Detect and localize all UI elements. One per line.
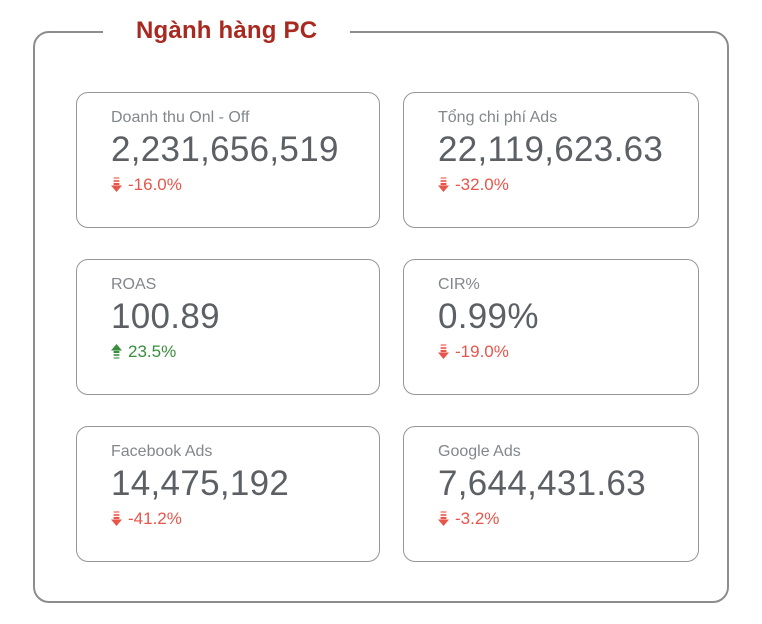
arrow-down-icon: [111, 511, 122, 527]
arrow-down-icon: [438, 177, 449, 193]
metric-value: 2,231,656,519: [111, 130, 339, 170]
scorecard-facebook-ads[interactable]: Facebook Ads 14,475,192 -41.2%: [76, 426, 380, 562]
scorecard-roas[interactable]: ROAS 100.89 23.5%: [76, 259, 380, 395]
metric-value: 22,119,623.63: [438, 130, 664, 170]
arrow-up-icon: [111, 344, 122, 360]
metric-label: Tổng chi phí Ads: [438, 109, 558, 126]
metric-delta: -41.2%: [111, 509, 365, 529]
metric-delta: -16.0%: [111, 175, 365, 195]
metric-label: ROAS: [111, 276, 157, 293]
delta-value: -3.2%: [455, 508, 500, 528]
scorecard-google-ads[interactable]: Google Ads 7,644,431.63 -3.2%: [403, 426, 699, 562]
category-panel-pc: Ngành hàng PC Doanh thu Onl - Off 2,231,…: [33, 17, 729, 603]
metric-label: Doanh thu Onl - Off: [111, 109, 250, 126]
metric-delta: -19.0%: [438, 342, 684, 362]
metric-delta: -32.0%: [438, 175, 684, 195]
arrow-down-icon: [438, 511, 449, 527]
metric-delta: -3.2%: [438, 509, 684, 529]
scorecard-grid: Doanh thu Onl - Off 2,231,656,519 -16.0%…: [76, 92, 699, 562]
delta-value: -41.2%: [128, 508, 182, 528]
metric-label: CIR%: [438, 276, 480, 293]
arrow-down-icon: [111, 177, 122, 193]
scorecard-tong-chi-phi-ads[interactable]: Tổng chi phí Ads 22,119,623.63 -32.0%: [403, 92, 699, 228]
metric-label: Facebook Ads: [111, 443, 213, 460]
scorecard-cir[interactable]: CIR% 0.99% -19.0%: [403, 259, 699, 395]
scorecard-doanh-thu-onl-off[interactable]: Doanh thu Onl - Off 2,231,656,519 -16.0%: [76, 92, 380, 228]
metric-delta: 23.5%: [111, 342, 365, 362]
panel-title: Ngành hàng PC: [103, 17, 351, 45]
metric-value: 14,475,192: [111, 464, 290, 504]
metric-value: 7,644,431.63: [438, 464, 646, 504]
arrow-down-icon: [438, 344, 449, 360]
delta-value: -32.0%: [455, 174, 509, 194]
metric-label: Google Ads: [438, 443, 521, 460]
delta-value: -19.0%: [455, 341, 509, 361]
delta-value: -16.0%: [128, 174, 182, 194]
delta-value: 23.5%: [128, 341, 177, 361]
metric-value: 100.89: [111, 297, 220, 337]
metric-value: 0.99%: [438, 297, 539, 337]
